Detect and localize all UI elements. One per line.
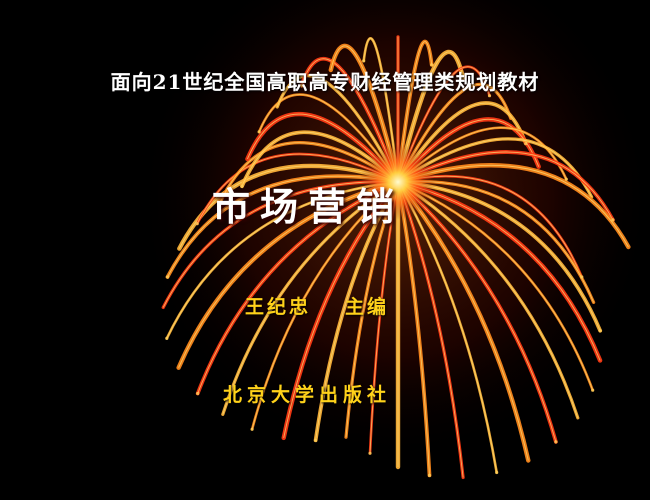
firework-ray-highlight — [197, 181, 399, 394]
firework-ray-highlight — [276, 75, 399, 183]
firework-spark — [165, 336, 169, 340]
publisher-name: 北京大学出版社 — [223, 384, 392, 406]
firework-spark — [487, 94, 492, 98]
firework-ray-highlight — [330, 45, 399, 183]
firework-ray-highlight — [397, 41, 433, 183]
firework-spark — [240, 184, 244, 188]
firework-ray-highlight — [258, 94, 399, 183]
firework-spark — [250, 427, 254, 431]
editor-credit: 王纪忠 主编 — [245, 292, 389, 319]
firework-spark — [368, 451, 372, 455]
firework-ray-highlight — [301, 58, 399, 183]
firework-ray-highlight — [397, 66, 490, 183]
firework-spark — [257, 130, 261, 134]
firework-ray-highlight — [397, 84, 512, 183]
firework-spark — [195, 222, 199, 226]
firework-ray-highlight — [397, 164, 629, 248]
firework-ray-highlight — [397, 51, 464, 183]
firework-ray-highlight — [162, 181, 399, 308]
firework-sparks — [165, 59, 615, 477]
firework-ray-highlight — [397, 151, 614, 221]
firework-ray-highlight — [397, 181, 594, 391]
firework-ray-highlight — [167, 175, 399, 278]
firework-ray-highlight — [397, 181, 557, 443]
firework-spark — [564, 177, 568, 181]
firework-ray-highlight — [363, 38, 399, 183]
firework-ray-highlight — [166, 181, 399, 339]
firework-spark — [362, 59, 366, 63]
firework-spark — [495, 470, 499, 475]
firework-core — [360, 144, 436, 220]
firework-spark — [598, 329, 602, 333]
firework-ray-highlight — [397, 181, 529, 461]
firework-spark — [580, 275, 584, 279]
book-title: 市场营销 — [212, 184, 405, 229]
firework-spark — [427, 473, 432, 477]
firework-spark — [299, 84, 304, 88]
firework-ray-highlight — [196, 153, 399, 224]
firework-spark — [430, 63, 434, 67]
firework-ray-highlight — [178, 165, 399, 249]
firework-spark — [196, 391, 200, 396]
firework-spark — [524, 141, 528, 146]
firework-spark — [314, 438, 318, 442]
firework-ray-highlight — [397, 181, 579, 419]
editor-role: 主编 — [345, 296, 390, 318]
series-subtitle: 面向21世纪全国高职高专财经管理类规划教材 — [110, 70, 540, 94]
firework-spark — [591, 388, 595, 392]
editor-name: 王纪忠 — [245, 296, 312, 318]
firework-spark — [165, 275, 170, 279]
firework-ray-highlight — [178, 181, 399, 368]
firework-spark — [611, 218, 615, 222]
firework-spark — [554, 440, 558, 444]
